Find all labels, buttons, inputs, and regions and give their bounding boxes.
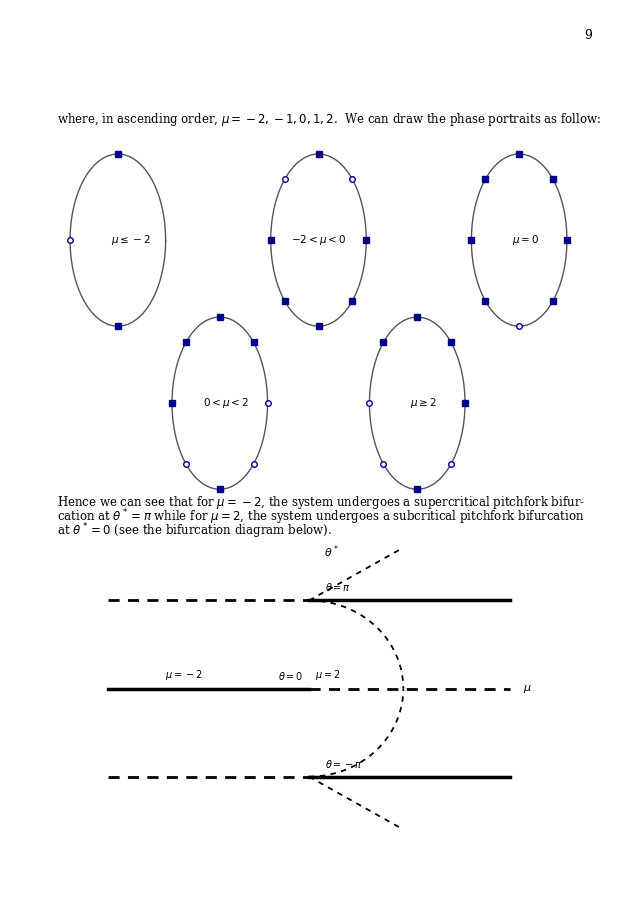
Text: $\mu = -2$: $\mu = -2$ [165, 668, 202, 681]
Text: $\mu \geq 2$: $\mu \geq 2$ [410, 396, 437, 410]
Text: $\mu$: $\mu$ [523, 682, 531, 695]
Text: $-2 < \mu < 0$: $-2 < \mu < 0$ [291, 233, 346, 247]
Text: cation at $\theta^* = \pi$ while for $\mu = 2$, the system undergoes a subcritic: cation at $\theta^* = \pi$ while for $\m… [57, 507, 585, 527]
Text: $\mu = 0$: $\mu = 0$ [512, 233, 539, 247]
Text: where, in ascending order, $\mu = -2, -1, 0, 1, 2$.  We can draw the phase portr: where, in ascending order, $\mu = -2, -1… [57, 111, 602, 128]
Text: $\theta = -\pi$: $\theta = -\pi$ [325, 757, 362, 769]
Text: $\mu \leq -2$: $\mu \leq -2$ [111, 233, 150, 247]
Text: $\mu = 2$: $\mu = 2$ [315, 668, 341, 681]
Text: $0 < \mu < 2$: $0 < \mu < 2$ [203, 396, 249, 410]
Text: Hence we can see that for $\mu = -2$, the system undergoes a supercritical pitch: Hence we can see that for $\mu = -2$, th… [57, 494, 585, 511]
Text: $\theta = 0$: $\theta = 0$ [278, 670, 303, 681]
Text: at $\theta^* = 0$ (see the bifurcation diagram below).: at $\theta^* = 0$ (see the bifurcation d… [57, 521, 333, 541]
Text: 9: 9 [585, 29, 592, 42]
Text: $\theta^*$: $\theta^*$ [324, 544, 338, 560]
Text: $\theta = \pi$: $\theta = \pi$ [325, 582, 351, 593]
